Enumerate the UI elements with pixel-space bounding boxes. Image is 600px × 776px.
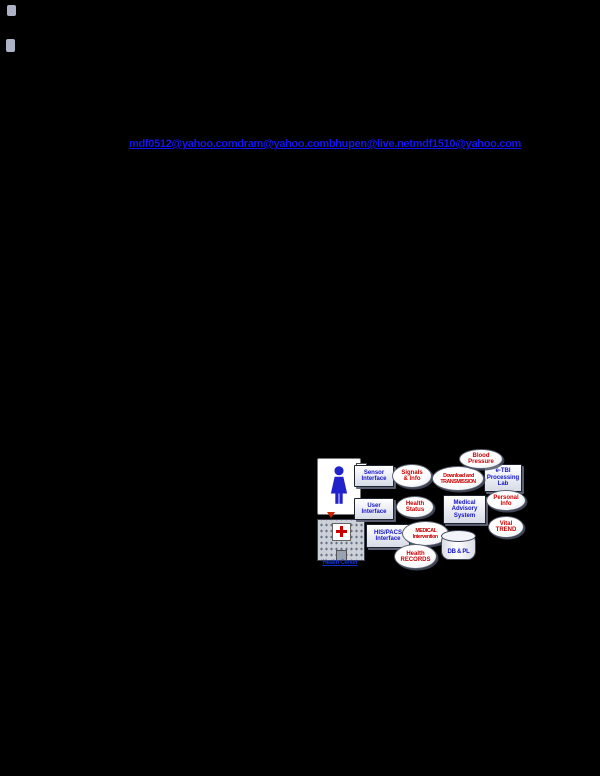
female-patient-icon	[330, 465, 348, 504]
ellipse-download-transmission: Download and TRANSMISSION	[432, 466, 484, 491]
database-cylinder: DB & PL	[441, 530, 476, 560]
hospital-door	[336, 550, 347, 560]
ellipse-personal-info: Personal Info	[486, 490, 526, 511]
red-cross-icon	[332, 523, 351, 541]
database-label: DB & PL	[447, 549, 470, 555]
hospital-caption: Health Center	[322, 560, 358, 566]
author-emails-row: mdf0512@yahoo.com dram@yahoo.com bhupen@…	[129, 138, 521, 151]
page-artifact	[6, 39, 15, 52]
patient-card	[317, 458, 361, 515]
author-email-link[interactable]: mdf0512@yahoo.com	[129, 138, 238, 150]
page-artifact	[7, 5, 16, 16]
hospital-icon	[317, 519, 365, 561]
ellipse-blood-pressure: Blood Pressure	[459, 449, 503, 469]
box-medical-advisory-system: Medical Advisory System	[443, 495, 486, 524]
ellipse-health-records: Health RECORDS	[394, 544, 437, 569]
box-processing-lab: e-TBI Processing Lab	[484, 464, 522, 492]
box-user-interface: User Interface	[354, 498, 394, 520]
ellipse-signals-info: Signals & Info	[392, 464, 432, 488]
author-email-link[interactable]: dram@yahoo.com	[237, 138, 329, 150]
down-arrow-icon	[327, 512, 335, 518]
ellipse-health-status: Health Status	[396, 496, 434, 518]
box-sensor-interface: Sensor Interface	[354, 465, 394, 487]
author-email-link[interactable]: bhupen@live.net	[328, 138, 413, 150]
author-email-link[interactable]: mdf1510@yahoo.com	[412, 138, 522, 150]
ellipse-vital-trend: Vital TREND	[488, 516, 524, 538]
